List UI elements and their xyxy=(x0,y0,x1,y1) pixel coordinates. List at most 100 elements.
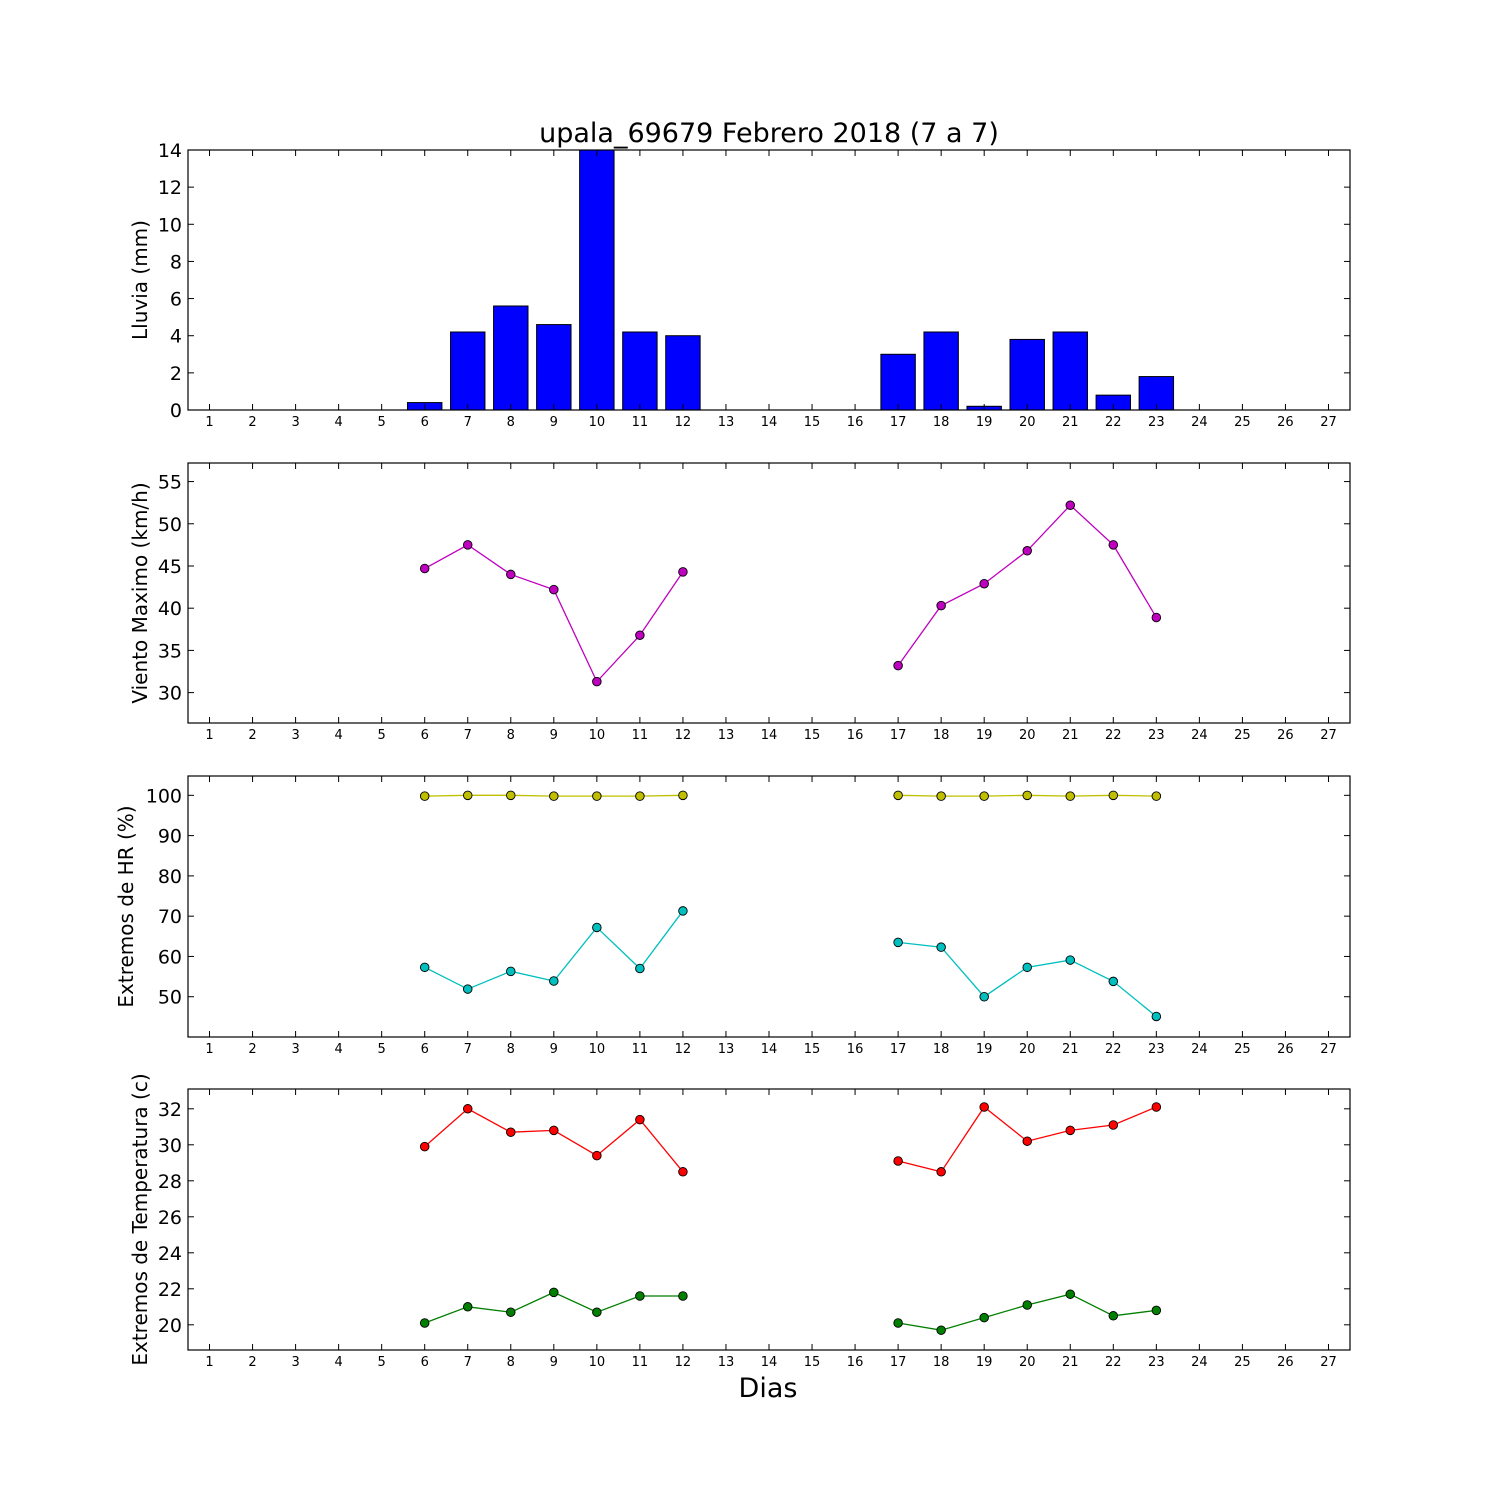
x-tick-label: 25 xyxy=(1234,415,1251,430)
x-tick-label: 22 xyxy=(1105,728,1122,743)
series-1-point-day-19 xyxy=(979,791,989,801)
chart-panel-2: 1 2 3 4 5 6 7 8 9 10 11 12 13 14 15 16 17 18 19 20 21 22 23 24 2… xyxy=(128,462,1351,743)
y-tick-label: 26 xyxy=(158,1207,182,1229)
x-tick-label: 25 xyxy=(1234,728,1251,743)
series-1-point-day-10 xyxy=(592,676,602,687)
series-1-point-day-12 xyxy=(678,567,688,577)
x-tick-label: 16 xyxy=(847,1042,864,1057)
bar-day-11 xyxy=(622,331,658,411)
x-tick-label: 9 xyxy=(550,1042,558,1057)
series-1-point-day-22 xyxy=(1108,790,1119,801)
y-tick-label: 80 xyxy=(158,866,182,888)
series-2-point-day-12 xyxy=(678,906,688,916)
x-tick-label: 4 xyxy=(334,1355,342,1370)
series-2-point-day-23 xyxy=(1151,1011,1162,1022)
x-tick-label: 16 xyxy=(847,728,864,743)
x-tick-label: 20 xyxy=(1019,1355,1036,1370)
x-tick-label: 6 xyxy=(421,415,429,430)
x-tick-label: 25 xyxy=(1234,1042,1251,1057)
series-2-point-day-8 xyxy=(506,1307,516,1317)
x-tick-label: 24 xyxy=(1191,728,1208,743)
y-tick-label: 8 xyxy=(170,251,182,273)
x-tick-label: 23 xyxy=(1148,1355,1165,1370)
series-2-point-day-7 xyxy=(462,1302,473,1312)
series-2-point-day-9 xyxy=(549,976,559,986)
x-tick-label: 5 xyxy=(378,415,386,430)
x-tick-label: 14 xyxy=(761,1355,778,1370)
series-2-point-day-9 xyxy=(549,1287,559,1298)
x-tick-label: 10 xyxy=(589,728,606,743)
series-1-point-day-7 xyxy=(462,790,473,801)
x-tick-label: 15 xyxy=(804,415,821,430)
series-1-point-day-18 xyxy=(936,600,946,611)
series-2-point-day-23 xyxy=(1151,1305,1162,1316)
bar-day-20 xyxy=(1009,338,1045,411)
series-1-point-day-22 xyxy=(1108,540,1119,550)
x-tick-label: 16 xyxy=(847,415,864,430)
x-tick-label: 20 xyxy=(1019,1042,1036,1057)
chart-panel-1: 1 2 3 4 5 6 7 8 9 10 11 12 13 14 15 16 17 18 19 20 21 22 23 24 2… xyxy=(128,118,1351,430)
y-tick-label: 4 xyxy=(170,326,182,348)
series-1-point-day-20 xyxy=(1022,546,1032,556)
series-1-point-day-20 xyxy=(1022,790,1032,801)
series-1-point-day-17 xyxy=(893,660,903,671)
series-2-point-day-19 xyxy=(979,991,989,1002)
chart-title: upala_69679 Febrero 2018 (7 a 7) xyxy=(539,118,999,149)
x-tick-label: 8 xyxy=(507,1355,515,1370)
x-tick-label: 9 xyxy=(550,1355,558,1370)
bar-day-10 xyxy=(579,149,615,411)
x-tick-label: 11 xyxy=(632,1042,649,1057)
x-tick-label: 24 xyxy=(1191,1355,1208,1370)
series-2-point-day-10 xyxy=(592,922,602,933)
x-tick-label: 19 xyxy=(976,415,993,430)
x-tick-label: 3 xyxy=(291,728,299,743)
x-tick-label: 12 xyxy=(675,415,692,430)
chart-panel-3: 1 2 3 4 5 6 7 8 9 10 11 12 13 14 15 16 17 18 19 20 21 22 23 24 2… xyxy=(114,775,1351,1057)
x-tick-label: 19 xyxy=(976,1042,993,1057)
y-tick-label: 2 xyxy=(170,363,182,385)
x-tick-label: 4 xyxy=(334,415,342,430)
x-tick-label: 4 xyxy=(334,728,342,743)
series-1-point-day-6 xyxy=(419,791,430,801)
series-2-point-day-12 xyxy=(678,1291,688,1301)
series-1-point-day-11 xyxy=(635,791,645,801)
x-tick-label: 7 xyxy=(464,728,472,743)
y-axis-label: Extremos de HR (%) xyxy=(114,805,138,1007)
series-2-point-day-7 xyxy=(462,984,473,994)
x-tick-label: 26 xyxy=(1277,415,1294,430)
y-tick-label: 28 xyxy=(158,1171,182,1193)
x-tick-label: 13 xyxy=(718,415,735,430)
series-2-point-day-10 xyxy=(592,1307,602,1317)
series-1-line-2 xyxy=(897,504,1157,666)
x-tick-label: 17 xyxy=(890,1042,907,1057)
x-tick-label: 7 xyxy=(464,1042,472,1057)
x-tick-label: 17 xyxy=(890,1355,907,1370)
x-tick-label: 18 xyxy=(933,1042,950,1057)
series-2-point-day-17 xyxy=(893,1318,903,1328)
x-tick-label: 24 xyxy=(1191,415,1208,430)
x-tick-label: 26 xyxy=(1277,1355,1294,1370)
x-tick-label: 3 xyxy=(291,415,299,430)
y-tick-label: 60 xyxy=(158,946,182,968)
series-1-point-day-12 xyxy=(678,790,688,801)
x-tick-label: 23 xyxy=(1148,728,1165,743)
series-1-line-1 xyxy=(424,544,684,683)
series-1-point-day-17 xyxy=(893,790,903,801)
x-tick-label: 8 xyxy=(507,728,515,743)
y-tick-label: 22 xyxy=(158,1279,182,1301)
series-2-point-day-19 xyxy=(979,1312,989,1323)
x-tick-label: 3 xyxy=(291,1042,299,1057)
y-tick-label: 50 xyxy=(158,987,182,1009)
series-1-point-day-18 xyxy=(936,791,946,801)
series-1-point-day-10 xyxy=(592,791,602,801)
x-tick-label: 13 xyxy=(718,1042,735,1057)
x-tick-label: 10 xyxy=(589,415,606,430)
y-tick-label: 45 xyxy=(158,556,182,578)
series-1-point-day-7 xyxy=(462,540,473,550)
plot-frame xyxy=(187,149,1351,411)
x-tick-label: 12 xyxy=(675,1355,692,1370)
x-tick-label: 7 xyxy=(464,415,472,430)
y-tick-label: 40 xyxy=(158,598,182,620)
x-tick-label: 13 xyxy=(718,1355,735,1370)
x-tick-label: 6 xyxy=(421,1042,429,1057)
